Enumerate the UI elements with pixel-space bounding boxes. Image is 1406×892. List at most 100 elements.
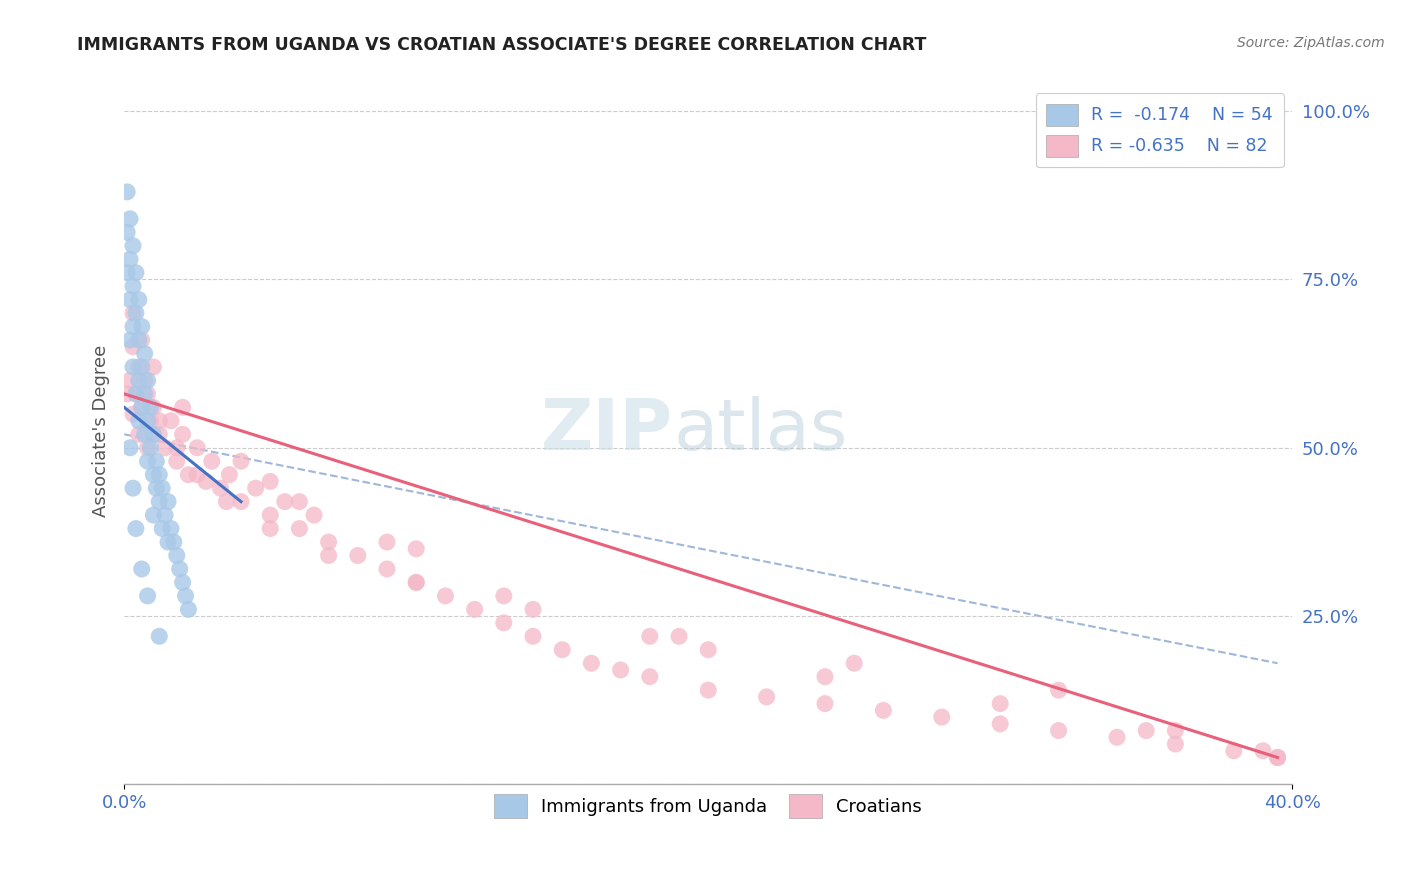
Point <box>177 467 200 482</box>
Point <box>120 373 142 387</box>
Point <box>814 697 837 711</box>
Point <box>245 481 267 495</box>
Point <box>229 494 252 508</box>
Point <box>1223 744 1246 758</box>
Point <box>1135 723 1157 738</box>
Point <box>157 494 180 508</box>
Point <box>150 481 173 495</box>
Point <box>120 293 142 307</box>
Point <box>1047 683 1070 698</box>
Point <box>128 359 150 374</box>
Point <box>302 508 325 522</box>
Point <box>464 602 486 616</box>
Point <box>229 454 252 468</box>
Point <box>1105 731 1128 745</box>
Point <box>405 575 427 590</box>
Point <box>1251 744 1274 758</box>
Point <box>405 541 427 556</box>
Point <box>128 414 150 428</box>
Point <box>160 414 183 428</box>
Point <box>142 401 165 415</box>
Point <box>142 508 165 522</box>
Point <box>172 401 194 415</box>
Point <box>668 629 690 643</box>
Point <box>145 454 167 468</box>
Point <box>134 346 156 360</box>
Point <box>136 441 159 455</box>
Point <box>755 690 778 704</box>
Point <box>136 387 159 401</box>
Point <box>122 340 145 354</box>
Point <box>136 414 159 428</box>
Point <box>288 494 311 508</box>
Point <box>145 481 167 495</box>
Point <box>125 387 148 401</box>
Point <box>120 252 142 267</box>
Point <box>134 387 156 401</box>
Point <box>931 710 953 724</box>
Point <box>988 697 1011 711</box>
Point <box>139 401 162 415</box>
Point <box>434 589 457 603</box>
Point <box>215 494 238 508</box>
Legend: Immigrants from Uganda, Croatians: Immigrants from Uganda, Croatians <box>488 788 929 825</box>
Point <box>174 589 197 603</box>
Point <box>148 494 170 508</box>
Point <box>120 211 142 226</box>
Point <box>988 716 1011 731</box>
Point <box>186 441 208 455</box>
Point <box>142 427 165 442</box>
Point <box>131 401 153 415</box>
Point <box>115 266 138 280</box>
Point <box>142 467 165 482</box>
Point <box>177 602 200 616</box>
Point <box>814 670 837 684</box>
Point <box>375 535 398 549</box>
Point <box>153 508 176 522</box>
Point <box>163 535 186 549</box>
Point <box>1267 750 1289 764</box>
Point <box>1164 723 1187 738</box>
Point <box>120 441 142 455</box>
Point <box>166 549 188 563</box>
Point <box>375 562 398 576</box>
Point <box>125 306 148 320</box>
Point <box>120 333 142 347</box>
Point <box>128 293 150 307</box>
Point <box>122 407 145 421</box>
Point <box>609 663 631 677</box>
Text: atlas: atlas <box>673 396 848 466</box>
Point <box>115 387 138 401</box>
Point <box>139 441 162 455</box>
Point <box>125 266 148 280</box>
Point <box>492 615 515 630</box>
Point <box>131 319 153 334</box>
Point <box>122 279 145 293</box>
Point <box>581 657 603 671</box>
Point <box>131 562 153 576</box>
Point <box>186 467 208 482</box>
Y-axis label: Associate's Degree: Associate's Degree <box>93 345 110 517</box>
Point <box>148 414 170 428</box>
Text: ZIP: ZIP <box>541 396 673 466</box>
Text: Source: ZipAtlas.com: Source: ZipAtlas.com <box>1237 36 1385 50</box>
Point <box>346 549 368 563</box>
Point <box>1267 750 1289 764</box>
Point <box>1164 737 1187 751</box>
Point <box>318 535 340 549</box>
Point <box>136 454 159 468</box>
Point <box>115 225 138 239</box>
Point <box>115 185 138 199</box>
Point <box>522 602 544 616</box>
Point <box>157 535 180 549</box>
Point <box>148 629 170 643</box>
Point <box>166 441 188 455</box>
Point <box>139 414 162 428</box>
Point <box>142 359 165 374</box>
Point <box>638 629 661 643</box>
Point <box>259 508 281 522</box>
Point <box>128 373 150 387</box>
Point <box>1047 723 1070 738</box>
Point <box>492 589 515 603</box>
Point <box>522 629 544 643</box>
